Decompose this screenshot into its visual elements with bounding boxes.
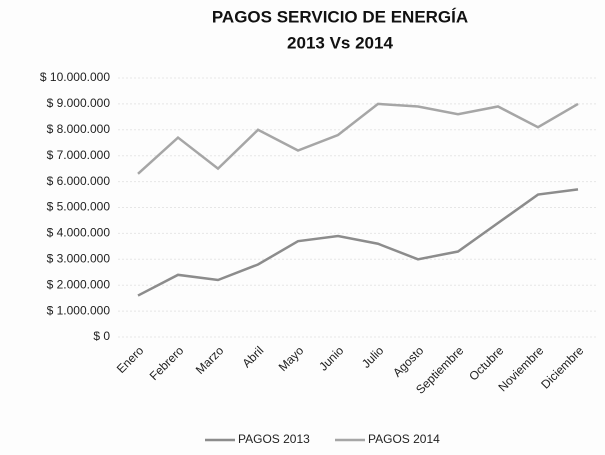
y-tick-label: $ 8.000.000 <box>47 122 111 136</box>
chart-subtitle: 2013 Vs 2014 <box>287 33 393 52</box>
y-tick-label: $ 5.000.000 <box>47 200 111 214</box>
y-tick-label: $ 1.000.000 <box>47 303 111 317</box>
chart-title: PAGOS SERVICIO DE ENERGÍA <box>212 7 468 26</box>
y-tick-label: $ 2.000.000 <box>47 277 111 291</box>
legend-label: PAGOS 2014 <box>368 432 440 446</box>
series-line <box>137 102 579 175</box>
y-tick-label: $ 10.000.000 <box>40 70 110 84</box>
y-tick-label: $ 4.000.000 <box>47 226 111 240</box>
y-tick-label: $ 0 <box>93 329 110 343</box>
y-tick-label: $ 7.000.000 <box>47 148 111 162</box>
y-tick-label: $ 9.000.000 <box>47 96 111 110</box>
legend-label: PAGOS 2013 <box>238 432 310 446</box>
y-tick-label: $ 6.000.000 <box>47 174 111 188</box>
series-line <box>137 188 579 297</box>
y-tick-label: $ 3.000.000 <box>47 251 111 265</box>
